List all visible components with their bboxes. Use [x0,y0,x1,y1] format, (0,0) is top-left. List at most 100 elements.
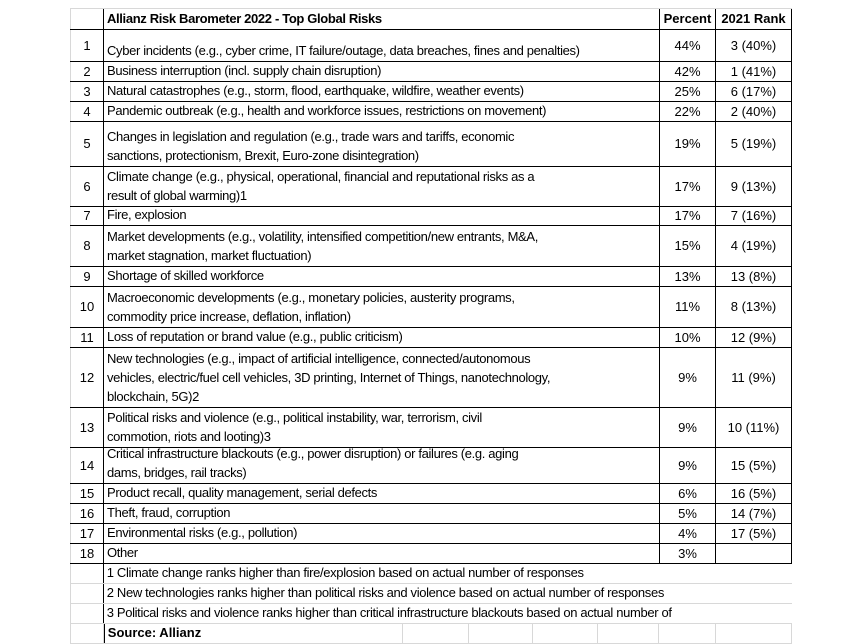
rank-2021-value[interactable]: 14 (7%) [716,504,792,523]
risk-description[interactable]: Climate change (e.g., physical, operatio… [104,167,660,206]
risk-description[interactable]: New technologies (e.g., impact of artifi… [104,348,660,407]
footnote-row: 1 Climate change ranks higher than fire/… [70,564,792,584]
risk-description[interactable]: Macroeconomic developments (e.g., moneta… [104,287,660,327]
footnote-1[interactable]: 1 Climate change ranks higher than fire/… [102,564,792,583]
percent-value[interactable]: 25% [660,82,716,101]
percent-value[interactable]: 17% [660,207,716,225]
rank-number[interactable]: 12 [70,348,104,407]
percent-value[interactable]: 10% [660,328,716,347]
percent-value[interactable]: 19% [660,122,716,166]
rank-number[interactable]: 8 [70,226,104,266]
risk-description[interactable]: Market developments (e.g., volatility, i… [104,226,660,266]
source-num-cell[interactable] [70,624,104,643]
risk-description[interactable]: Fire, explosion [104,207,660,225]
header-title[interactable]: Allianz Risk Barometer 2022 - Top Global… [104,9,660,29]
header-2021-rank[interactable]: 2021 Rank [716,9,792,29]
rank-2021-value[interactable]: 7 (16%) [716,207,792,225]
percent-value[interactable]: 5% [660,504,716,523]
percent-value[interactable]: 13% [660,267,716,286]
rank-2021-value[interactable]: 8 (13%) [716,287,792,327]
risk-description[interactable]: Shortage of skilled workforce [104,267,660,286]
rank-number[interactable]: 14 [70,448,104,483]
rank-number[interactable]: 18 [70,544,104,563]
rank-number[interactable]: 9 [70,267,104,286]
rank-number[interactable]: 7 [70,207,104,225]
rank-number[interactable]: 10 [70,287,104,327]
percent-value[interactable]: 22% [660,102,716,121]
empty-cell[interactable] [659,624,716,643]
rank-2021-value[interactable]: 11 (9%) [716,348,792,407]
rank-number[interactable]: 6 [70,167,104,206]
empty-cell[interactable] [469,624,534,643]
footnote-2[interactable]: 2 New technologies ranks higher than pol… [102,584,792,603]
risk-description[interactable]: Loss of reputation or brand value (e.g.,… [104,328,660,347]
header-blank-cell[interactable] [70,9,104,29]
percent-value[interactable]: 4% [660,524,716,543]
table-row: 13 Political risks and violence (e.g., po… [70,408,792,448]
rank-number[interactable]: 13 [70,408,104,447]
rank-2021-value[interactable]: 1 (41%) [716,62,792,81]
source-label[interactable]: Source: Allianz [103,624,404,643]
percent-value[interactable]: 6% [660,484,716,503]
rank-2021-value[interactable]: 5 (19%) [716,122,792,166]
footnote-num-cell[interactable] [70,584,103,603]
rank-number[interactable]: 5 [70,122,104,166]
rank-number[interactable]: 3 [70,82,104,101]
risk-description[interactable]: Product recall, quality management, seri… [104,484,660,503]
risk-description[interactable]: Other [104,544,660,563]
rank-2021-value[interactable]: 13 (8%) [716,267,792,286]
rank-2021-value[interactable]: 4 (19%) [716,226,792,266]
risk-description[interactable]: Theft, fraud, corruption [104,504,660,523]
rank-2021-value[interactable]: 16 (5%) [716,484,792,503]
header-percent[interactable]: Percent [660,9,716,29]
empty-cell[interactable] [403,624,469,643]
rank-2021-value[interactable]: 10 (11%) [716,408,792,447]
empty-cell[interactable] [533,624,598,643]
rank-number[interactable]: 4 [70,102,104,121]
risk-description[interactable]: Pandemic outbreak (e.g., health and work… [104,102,660,121]
risk-description[interactable]: Business interruption (incl. supply chai… [104,62,660,81]
footnote-num-cell[interactable] [70,604,103,623]
percent-value[interactable]: 11% [660,287,716,327]
table-row: 4 Pandemic outbreak (e.g., health and wor… [70,102,792,122]
risk-description[interactable]: Political risks and violence (e.g., poli… [104,408,660,447]
percent-value[interactable]: 3% [660,544,716,563]
rank-2021-value[interactable]: 6 (17%) [716,82,792,101]
percent-value[interactable]: 17% [660,167,716,206]
table-row: 10 Macroeconomic developments (e.g., mone… [70,287,792,328]
rank-number[interactable]: 17 [70,524,104,543]
table-row: 7 Fire, explosion 17% 7 (16%) [70,207,792,226]
risk-description[interactable]: Environmental risks (e.g., pollution) [104,524,660,543]
percent-value[interactable]: 9% [660,448,716,483]
risk-description[interactable]: Changes in legislation and regulation (e… [104,122,660,166]
table-row: 11 Loss of reputation or brand value (e.g… [70,328,792,348]
empty-cell[interactable] [598,624,660,643]
percent-value[interactable]: 15% [660,226,716,266]
footnote-3[interactable]: 3 Political risks and violence ranks hig… [102,604,792,623]
table-row: 18 Other 3% [70,544,792,564]
footnote-num-cell[interactable] [70,564,103,583]
risk-description[interactable]: Cyber incidents (e.g., cyber crime, IT f… [104,30,660,61]
rank-2021-value[interactable]: 15 (5%) [716,448,792,483]
empty-cell[interactable] [716,624,793,643]
percent-value[interactable]: 9% [660,348,716,407]
rank-2021-value[interactable] [716,544,792,563]
table-row: 6 Climate change (e.g., physical, operati… [70,167,792,207]
risk-description[interactable]: Natural catastrophes (e.g., storm, flood… [104,82,660,101]
rank-number[interactable]: 2 [70,62,104,81]
rank-number[interactable]: 15 [70,484,104,503]
table-row: 14 Critical infrastructure blackouts (e.g… [70,446,792,484]
rank-2021-value[interactable]: 2 (40%) [716,102,792,121]
percent-value[interactable]: 9% [660,408,716,447]
rank-number[interactable]: 16 [70,504,104,523]
rank-number[interactable]: 11 [70,328,104,347]
risk-description[interactable]: Critical infrastructure blackouts (e.g.,… [104,446,660,483]
rank-number[interactable]: 1 [70,30,104,61]
table-row: 12 New technologies (e.g., impact of arti… [70,348,792,408]
rank-2021-value[interactable]: 17 (5%) [716,524,792,543]
rank-2021-value[interactable]: 9 (13%) [716,167,792,206]
rank-2021-value[interactable]: 3 (40%) [716,30,792,61]
rank-2021-value[interactable]: 12 (9%) [716,328,792,347]
percent-value[interactable]: 42% [660,62,716,81]
percent-value[interactable]: 44% [660,30,716,61]
